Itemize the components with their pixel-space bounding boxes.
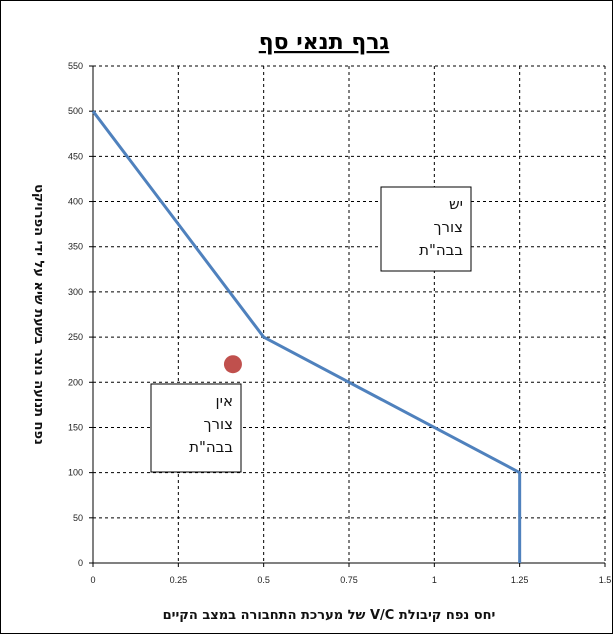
x-tick-label: 1.5 [599,575,612,585]
x-tick-label: 1 [432,575,437,585]
chart-title: גרף תנאי סף [259,30,390,55]
x-tick-label: 0 [90,575,95,585]
annotation-line: אין [216,392,233,410]
marker-point [223,355,242,374]
y-tick-label: 0 [78,558,83,568]
annotation-no-need: אין צורך בבה"ת [150,383,242,473]
series [91,110,522,563]
y-tick-label: 350 [68,242,83,252]
annotation-line: יש [449,195,463,213]
axes [89,65,606,567]
y-tick-label: 200 [68,377,83,387]
y-axis-label: נפח תנועה נוצר בשעת שיא על ידי הפרויקט [31,184,46,445]
x-tick-label: 1.25 [511,575,529,585]
x-tick-label: 0.5 [257,575,270,585]
annotation-line: צורך [433,218,463,236]
y-tick-label: 50 [73,513,83,523]
annotation-line: בבה"ת [419,241,463,259]
annotations: יש צורך בבה"ת אין צורך בבה"ת [150,186,472,473]
y-tick-label: 500 [68,106,83,116]
x-tick-label: 0.25 [170,575,188,585]
annotation-line: בבה"ת [189,438,233,456]
y-tick-label: 100 [68,468,83,478]
y-tick-label: 550 [68,61,83,71]
series-line [91,110,522,563]
grid-lines [93,65,606,563]
y-tick-label: 450 [68,151,83,161]
annotation-line: צורך [203,415,233,433]
y-tick-label: 250 [68,332,83,342]
x-tick-label: 0.75 [340,575,358,585]
marker [223,355,242,374]
y-tick-label: 300 [68,287,83,297]
y-tick-label: 400 [68,197,83,207]
annotation-need: יש צורך בבה"ת [380,186,472,272]
annotation-box [150,383,242,473]
annotation-box [380,186,472,272]
x-axis-label: יחס נפח קיבולת V/C של מערכת התחבורה במצב… [163,608,496,623]
y-tick-label: 150 [68,422,83,432]
tick-labels: 0 50 100 150 200 250 300 350 400 450 500 550 0 0.25 0.… [68,61,611,585]
